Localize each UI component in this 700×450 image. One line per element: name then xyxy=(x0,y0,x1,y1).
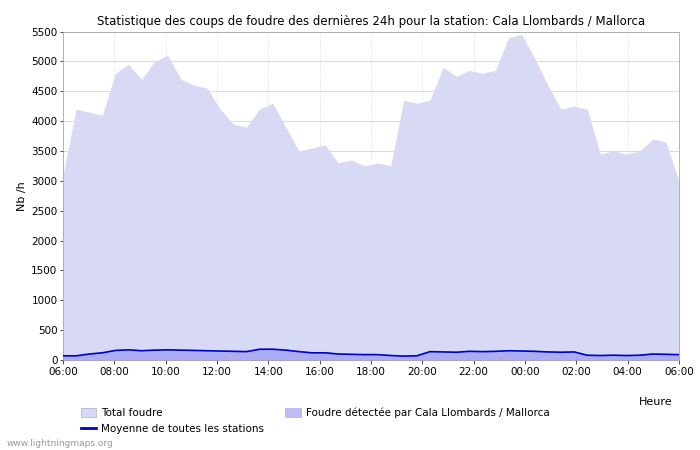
Text: Heure: Heure xyxy=(638,397,672,407)
Y-axis label: Nb /h: Nb /h xyxy=(17,181,27,211)
Legend: Total foudre, Moyenne de toutes les stations, Foudre détectée par Cala Llombards: Total foudre, Moyenne de toutes les stat… xyxy=(80,408,550,434)
Text: www.lightningmaps.org: www.lightningmaps.org xyxy=(7,439,113,448)
Title: Statistique des coups de foudre des dernières 24h pour la station: Cala Llombard: Statistique des coups de foudre des dern… xyxy=(97,14,645,27)
